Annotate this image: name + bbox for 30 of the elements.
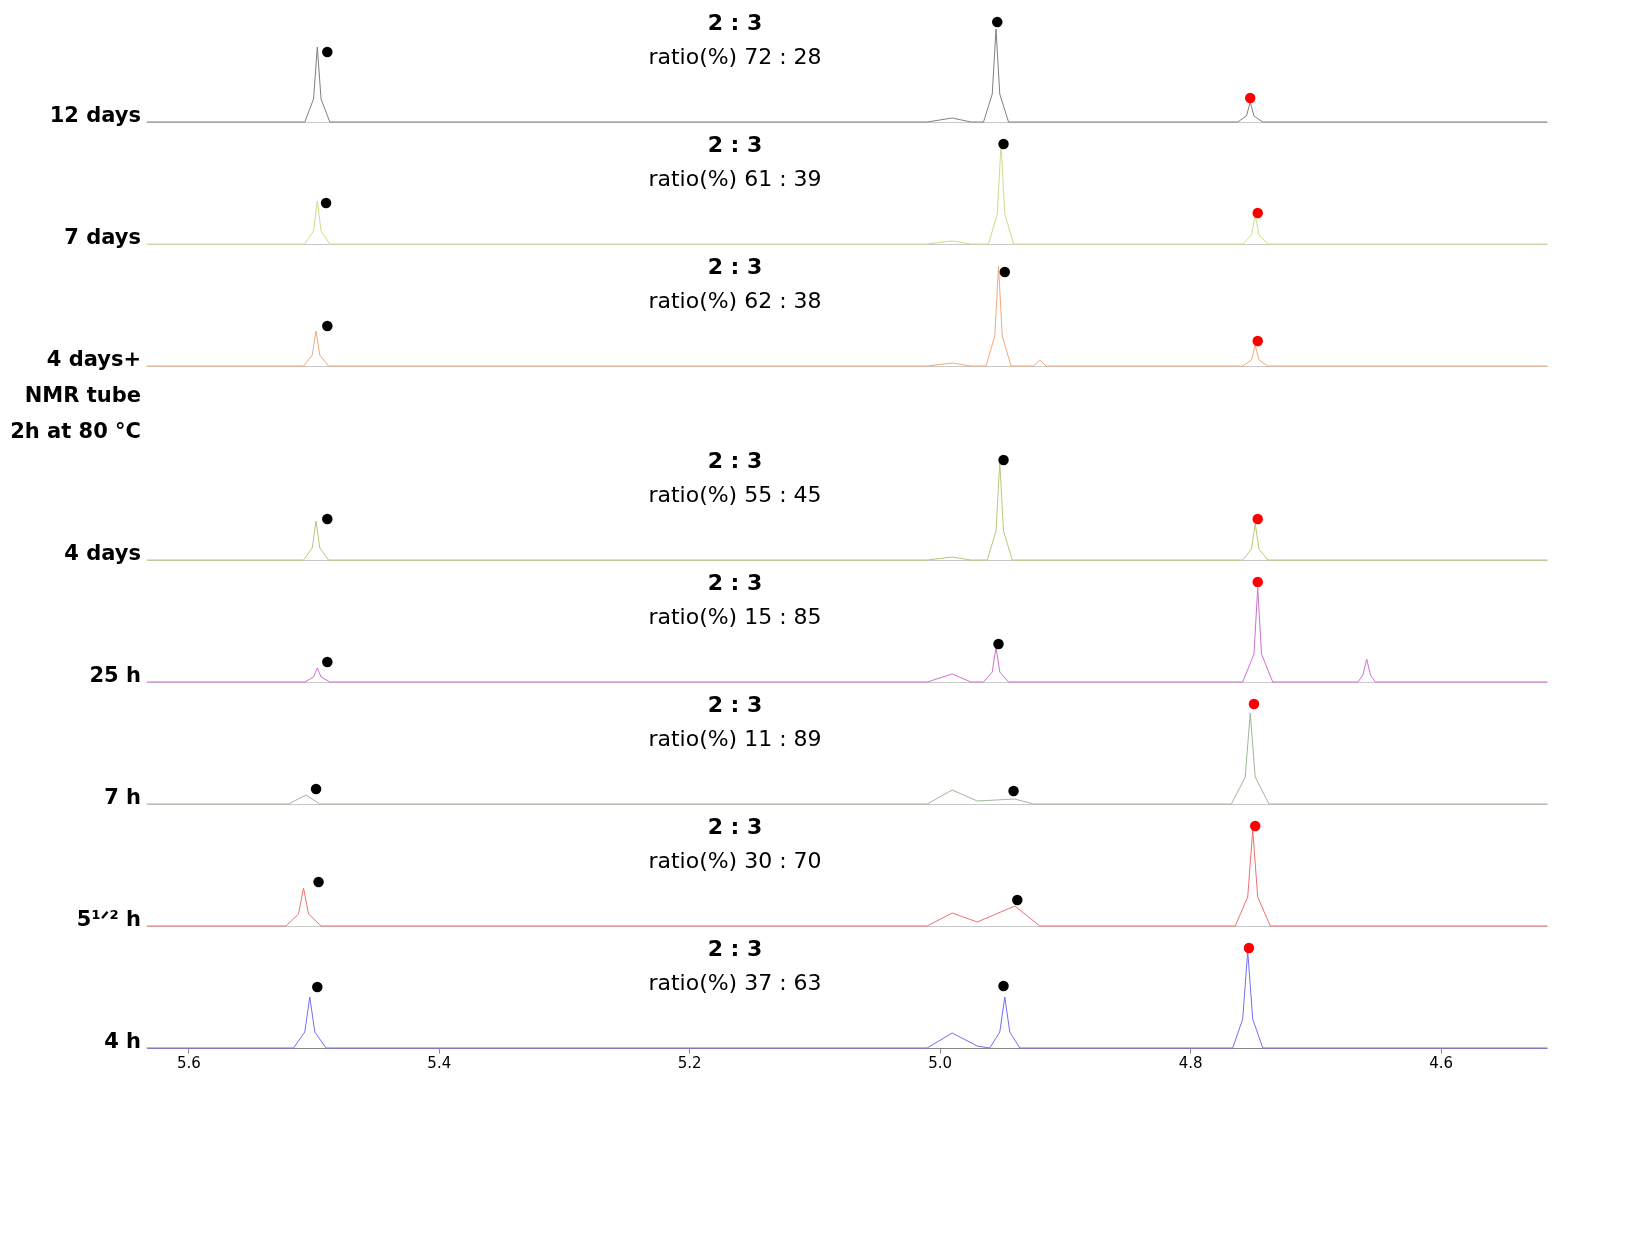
- annotation: ratio(%) 61 : 39: [648, 166, 822, 192]
- annotation: 2 : 3: [707, 254, 763, 280]
- annotation: 2 : 3: [707, 692, 763, 718]
- y-axis-title: 7 days: [64, 225, 141, 249]
- annotation: 2 : 3: [707, 132, 763, 158]
- annotation: 2 : 3: [707, 814, 763, 840]
- annotation: ratio(%) 55 : 45: [648, 482, 822, 508]
- y-axis-title: 7 h: [104, 785, 141, 809]
- annotation: ratio(%) 37 : 63: [648, 970, 822, 996]
- y-axis-title: 4 days+ NMR tube 2h at 80 °C: [10, 347, 141, 443]
- annotation: ratio(%) 11 : 89: [648, 726, 822, 752]
- x-tick-label: 5.2: [677, 1053, 702, 1072]
- x-tick-label: 5.4: [427, 1053, 452, 1072]
- annotation: 2 : 3: [707, 570, 763, 596]
- x-tick-label: 5.0: [928, 1053, 953, 1072]
- annotation: 2 : 3: [707, 10, 763, 36]
- x-tick-label: 5.6: [176, 1053, 201, 1072]
- y-axis-title: 12 days: [49, 103, 141, 127]
- y-axis-title: 25 h: [89, 663, 141, 687]
- x-tick-label: 4.6: [1429, 1053, 1453, 1072]
- y-axis-title: 4 days: [64, 541, 141, 565]
- y-axis-title: 4 h: [104, 1029, 141, 1053]
- annotation: ratio(%) 15 : 85: [648, 604, 822, 630]
- annotation: 2 : 3: [707, 936, 763, 962]
- annotation: ratio(%) 62 : 38: [648, 288, 822, 314]
- annotation: 2 : 3: [707, 448, 763, 474]
- x-tick-label: 4.8: [1178, 1053, 1203, 1072]
- y-axis-title: 5¹ᐟ² h: [76, 907, 141, 931]
- annotation: ratio(%) 72 : 28: [648, 44, 822, 70]
- annotation: ratio(%) 30 : 70: [648, 848, 822, 874]
